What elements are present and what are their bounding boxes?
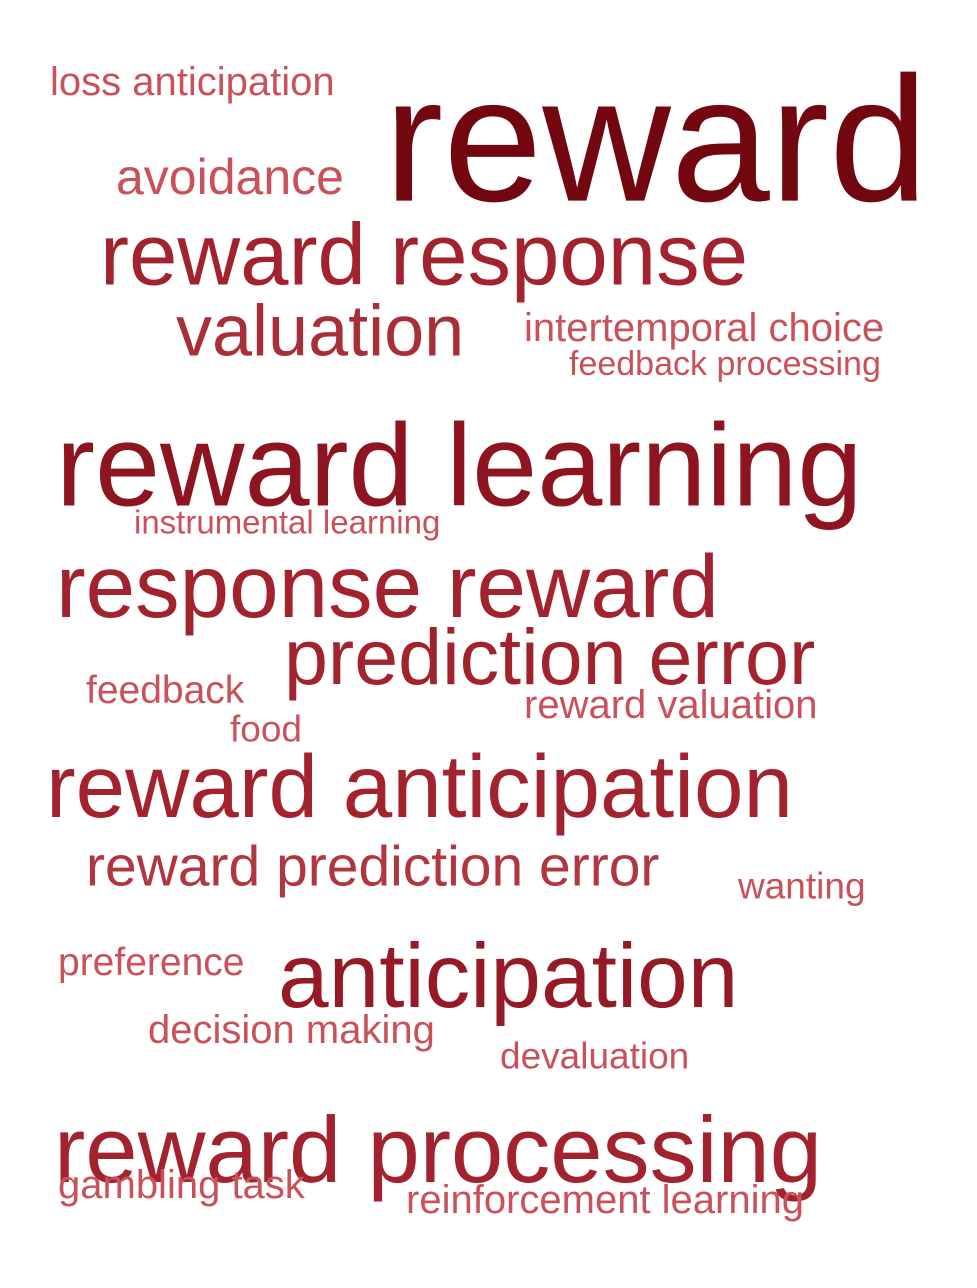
word-instrumental-learning: instrumental learning xyxy=(134,503,441,541)
word-reward-prediction-error: reward prediction error xyxy=(86,834,660,899)
word-reward-response: reward response xyxy=(100,206,748,304)
word-reward-learning: reward learning xyxy=(56,399,863,531)
word-prediction-error: prediction error xyxy=(284,611,816,701)
word-reward-processing: reward processing xyxy=(54,1096,823,1202)
word-loss-anticipation: loss anticipation xyxy=(50,60,335,104)
word-reward-anticipation: reward anticipation xyxy=(46,735,794,836)
word-response-reward: response reward xyxy=(56,535,719,636)
word-anticipation: anticipation xyxy=(278,926,739,1028)
word-food: food xyxy=(230,708,303,750)
word-gambling-task: gambling task xyxy=(58,1163,305,1207)
word-intertemporal-choice: intertemporal choice xyxy=(524,306,885,350)
word-reinforcement-learning: reinforcement learning xyxy=(406,1178,804,1222)
word-wanting: wanting xyxy=(738,865,866,907)
word-preference: preference xyxy=(58,940,245,984)
word-decision-making: decision making xyxy=(148,1008,435,1052)
word-feedback: feedback xyxy=(86,668,245,712)
word-reward: reward xyxy=(384,39,929,239)
word-feedback-processing: feedback processing xyxy=(569,344,881,383)
word-devaluation: devaluation xyxy=(500,1035,690,1077)
word-reward-valuation: reward valuation xyxy=(524,683,818,727)
word-avoidance: avoidance xyxy=(116,149,344,205)
word-valuation: valuation xyxy=(176,291,465,372)
